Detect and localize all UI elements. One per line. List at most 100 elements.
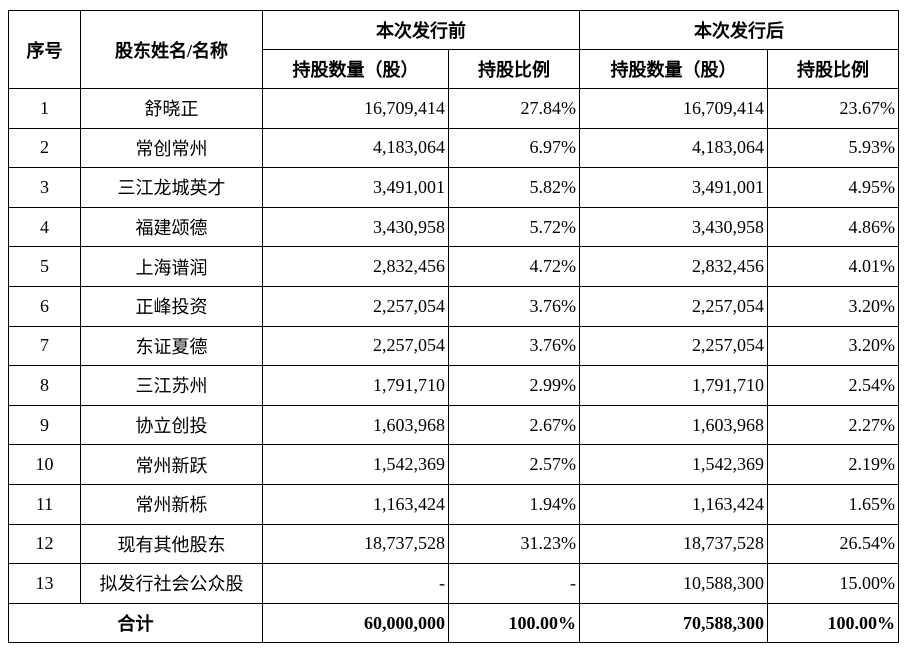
label-cell: 福建颂德 <box>80 206 263 248</box>
table-row: 11 常州新栎 1,163,424 1.94% 1,163,424 1.65% <box>8 483 899 525</box>
value-cell: 2,257,054 <box>262 285 449 327</box>
shareholding-table: 序号 股东姓名/名称 本次发行前 本次发行后 持股数量（股） 持股比例 持股数量… <box>8 10 899 644</box>
value-cell: 2,832,456 <box>579 246 768 287</box>
label-cell: 拟发行社会公众股 <box>80 563 263 604</box>
table-row: 8 三江苏州 1,791,710 2.99% 1,791,710 2.54% <box>8 365 899 406</box>
label-cell: 12 <box>8 523 81 565</box>
label-cell: 9 <box>8 404 81 446</box>
label-cell: 3 <box>8 167 81 208</box>
label-cell: 常州新跃 <box>80 444 263 485</box>
value-cell: 3.20% <box>767 285 899 327</box>
value-cell: 4,183,064 <box>262 127 449 169</box>
value-cell: 15.00% <box>767 563 899 604</box>
label-cell: 7 <box>8 325 81 367</box>
table-row: 3 三江龙城英才 3,491,001 5.82% 3,491,001 4.95% <box>8 167 899 208</box>
value-cell: 2.27% <box>767 404 899 446</box>
label-cell: 三江苏州 <box>80 365 263 406</box>
value-cell: 2,257,054 <box>262 325 449 367</box>
label-cell: 上海谱润 <box>80 246 263 287</box>
value-cell: 2.57% <box>448 444 580 485</box>
value-cell: 4.01% <box>767 246 899 287</box>
table-row: 2 常创常州 4,183,064 6.97% 4,183,064 5.93% <box>8 127 899 169</box>
header-cell: 持股比例 <box>767 49 899 89</box>
value-cell: - <box>262 563 449 604</box>
value-cell: 3.76% <box>448 325 580 367</box>
value-cell: 1,603,968 <box>262 404 449 446</box>
header-cell: 持股数量（股） <box>262 49 449 89</box>
value-cell: 3,430,958 <box>579 206 768 248</box>
value-cell: 3,430,958 <box>262 206 449 248</box>
label-cell: 13 <box>8 563 81 604</box>
value-cell: 27.84% <box>448 88 580 129</box>
value-cell: 4.72% <box>448 246 580 287</box>
total-label: 合计 <box>8 602 263 644</box>
value-cell: 1,163,424 <box>262 483 449 525</box>
table-row: 10 常州新跃 1,542,369 2.57% 1,542,369 2.19% <box>8 444 899 485</box>
value-cell: 1,542,369 <box>579 444 768 485</box>
total-value: 100.00% <box>448 602 580 644</box>
label-cell: 6 <box>8 285 81 327</box>
label-cell: 10 <box>8 444 81 485</box>
value-cell: 3.76% <box>448 285 580 327</box>
value-cell: 3.20% <box>767 325 899 367</box>
label-cell: 4 <box>8 206 81 248</box>
value-cell: 2.54% <box>767 365 899 406</box>
label-cell: 1 <box>8 88 81 129</box>
table-row: 12 现有其他股东 18,737,528 31.23% 18,737,528 26.54% <box>8 523 899 565</box>
value-cell: 4.95% <box>767 167 899 208</box>
value-cell: 23.67% <box>767 88 899 129</box>
value-cell: 1,603,968 <box>579 404 768 446</box>
value-cell: 16,709,414 <box>579 88 768 129</box>
table-row: 4 福建颂德 3,430,958 5.72% 3,430,958 4.86% <box>8 206 899 248</box>
header-cell: 持股数量（股） <box>579 49 768 89</box>
value-cell: 5.93% <box>767 127 899 169</box>
value-cell: 2,257,054 <box>579 285 768 327</box>
label-cell: 常创常州 <box>80 127 263 169</box>
value-cell: 2.67% <box>448 404 580 446</box>
value-cell: 3,491,001 <box>262 167 449 208</box>
value-cell: 18,737,528 <box>262 523 449 565</box>
table-row: 1 舒晓正 16,709,414 27.84% 16,709,414 23.67% <box>8 88 899 129</box>
value-cell: 31.23% <box>448 523 580 565</box>
total-value: 70,588,300 <box>579 602 768 644</box>
total-value: 60,000,000 <box>262 602 449 644</box>
table-row: 5 上海谱润 2,832,456 4.72% 2,832,456 4.01% <box>8 246 899 287</box>
value-cell: 2.19% <box>767 444 899 485</box>
label-cell: 8 <box>8 365 81 406</box>
header-cell: 股东姓名/名称 <box>80 10 263 89</box>
table-row: 合计 60,000,000 100.00% 70,588,300 100.00% <box>8 602 899 644</box>
label-cell: 三江龙城英才 <box>80 167 263 208</box>
value-cell: 1.65% <box>767 483 899 525</box>
value-cell: 2.99% <box>448 365 580 406</box>
label-cell: 常州新栎 <box>80 483 263 525</box>
label-cell: 现有其他股东 <box>80 523 263 565</box>
label-cell: 2 <box>8 127 81 169</box>
value-cell: 1,791,710 <box>262 365 449 406</box>
value-cell: 5.82% <box>448 167 580 208</box>
value-cell: 1,791,710 <box>579 365 768 406</box>
label-cell: 协立创投 <box>80 404 263 446</box>
value-cell: 1,163,424 <box>579 483 768 525</box>
value-cell: 3,491,001 <box>579 167 768 208</box>
value-cell: 2,257,054 <box>579 325 768 367</box>
label-cell: 11 <box>8 483 81 525</box>
header-cell: 序号 <box>8 10 81 89</box>
table-row: 6 正峰投资 2,257,054 3.76% 2,257,054 3.20% <box>8 285 899 327</box>
value-cell: 1.94% <box>448 483 580 525</box>
total-value: 100.00% <box>767 602 899 644</box>
value-cell: 6.97% <box>448 127 580 169</box>
label-cell: 5 <box>8 246 81 287</box>
label-cell: 正峰投资 <box>80 285 263 327</box>
value-cell: 5.72% <box>448 206 580 248</box>
label-cell: 舒晓正 <box>80 88 263 129</box>
label-cell: 东证夏德 <box>80 325 263 367</box>
header-cell: 本次发行后 <box>579 10 899 50</box>
table-row: 13 拟发行社会公众股 - -10,588,300 15.00% <box>8 563 899 604</box>
table-row: 9 协立创投 1,603,968 2.67% 1,603,968 2.27% <box>8 404 899 446</box>
value-cell: 10,588,300 <box>579 563 768 604</box>
value-cell: 26.54% <box>767 523 899 565</box>
value-cell: 18,737,528 <box>579 523 768 565</box>
value-cell: 4,183,064 <box>579 127 768 169</box>
table-row: 7 东证夏德 2,257,054 3.76% 2,257,054 3.20% <box>8 325 899 367</box>
value-cell: 4.86% <box>767 206 899 248</box>
